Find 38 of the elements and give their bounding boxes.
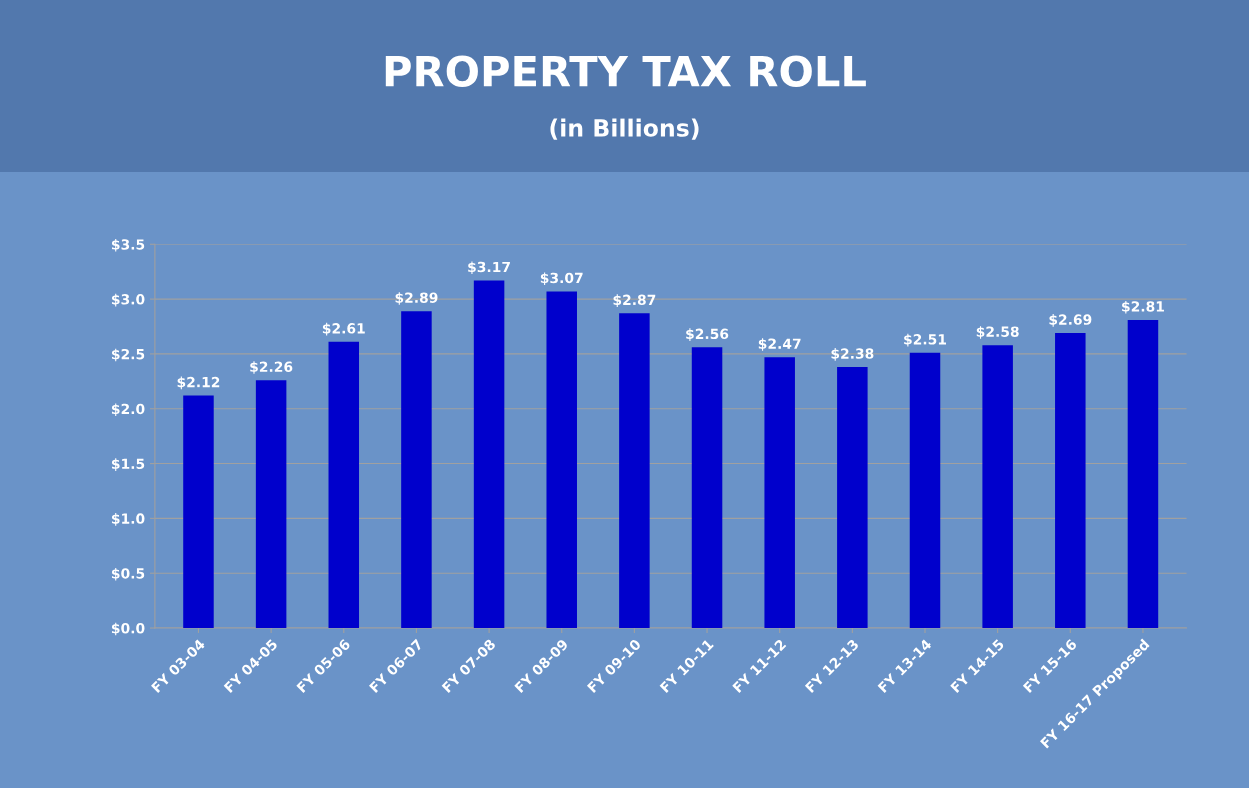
chart-title: PROPERTY TAX ROLL [385, 55, 866, 87]
data-label: $2.38 [831, 348, 874, 361]
bar [982, 345, 1013, 629]
data-label: $2.61 [322, 322, 365, 336]
bar [328, 341, 360, 629]
bar [401, 311, 432, 629]
y-tick-label: $0.0 [111, 622, 145, 636]
y-tick-label: $2.5 [111, 348, 145, 362]
data-label: $2.89 [395, 292, 438, 305]
data-label: $2.51 [904, 333, 947, 347]
y-tick-label: $1.5 [111, 458, 145, 471]
bar [909, 352, 941, 629]
y-tick-label: $3.0 [111, 293, 145, 307]
bar [473, 280, 505, 629]
data-label: $2.81 [1122, 300, 1164, 314]
data-label: $2.12 [177, 376, 220, 390]
bar [255, 380, 287, 629]
chart-subtitle: (in Billions) [550, 118, 699, 140]
bar [691, 347, 723, 629]
y-tick-label: $1.0 [111, 513, 145, 526]
data-label: $3.07 [540, 272, 583, 286]
bar [764, 357, 795, 629]
bar [619, 313, 650, 629]
data-label: $2.26 [250, 361, 293, 374]
data-label: $2.87 [613, 294, 656, 307]
y-tick-label: $3.5 [111, 239, 145, 252]
y-tick-label: $0.5 [111, 567, 145, 581]
data-label: $3.17 [468, 261, 510, 275]
y-tick-label: $2.0 [111, 403, 145, 417]
bar [183, 395, 214, 629]
bar [837, 367, 868, 629]
data-label: $2.56 [686, 328, 729, 341]
data-label: $2.69 [1049, 314, 1092, 327]
bar [546, 291, 577, 629]
bar [1127, 319, 1159, 629]
data-label: $2.47 [758, 338, 801, 351]
data-label: $2.58 [976, 326, 1019, 339]
bar [1055, 333, 1086, 629]
